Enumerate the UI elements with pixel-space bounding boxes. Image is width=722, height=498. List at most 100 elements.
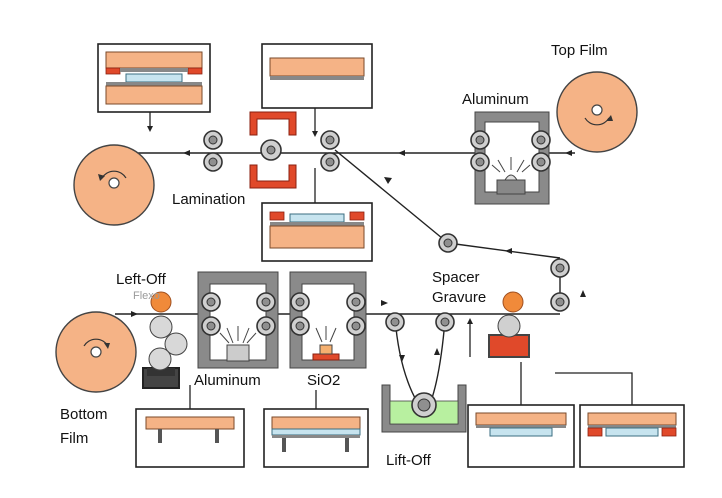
film-layer	[587, 412, 677, 426]
roller	[550, 292, 570, 312]
flexo-ink	[147, 368, 175, 376]
electrode-left	[105, 67, 121, 75]
roller	[256, 316, 276, 336]
lamination-bottom-bracket	[249, 164, 297, 189]
roller	[385, 312, 405, 332]
roller	[201, 292, 221, 312]
arrow-right-bottom-1	[131, 311, 138, 317]
stack-panel-flexo	[135, 408, 245, 468]
label-aluminum-bottom: Aluminum	[194, 372, 261, 389]
sacrificial-post-left	[158, 429, 162, 443]
gravure-cylinder	[497, 314, 521, 338]
gravure-leader-arrow	[467, 318, 473, 324]
film-layer	[145, 416, 235, 430]
roller	[201, 316, 221, 336]
stack-panel-spacer	[579, 404, 685, 468]
sio2-source	[319, 344, 333, 355]
roller	[203, 130, 223, 150]
spacer-gravure-unit	[488, 291, 530, 358]
stack-panel-laminated	[97, 43, 211, 113]
label-aluminum-top: Aluminum	[462, 91, 529, 108]
panel2-leader-arrow	[312, 131, 318, 137]
arrow-down-liftoff	[399, 355, 405, 362]
bottom-film-spool-hub	[90, 346, 102, 358]
dielectric-layer	[125, 73, 183, 83]
arrow-left-upper-3	[565, 150, 572, 156]
arrow-up-liftoff	[434, 348, 440, 355]
flexo-unit	[142, 291, 188, 389]
bottom-al-vapor-arrows	[219, 326, 257, 344]
roller	[470, 130, 490, 150]
lamination-output-spool	[73, 144, 155, 226]
gravure-ink-tray	[488, 334, 530, 358]
panel7-leader	[555, 372, 633, 405]
roller	[531, 152, 551, 172]
roller	[346, 316, 366, 336]
dielectric-layer	[289, 213, 345, 223]
top-film-spool-hub	[591, 104, 603, 116]
bottom-film-layer	[105, 85, 203, 105]
aluminum-layer	[270, 222, 364, 226]
label-flexo: Flexo	[133, 290, 160, 302]
bottom-film-spool	[55, 311, 137, 393]
arrow-up-right	[580, 290, 586, 297]
roller	[411, 392, 437, 418]
bottom-electrode-layer	[106, 82, 202, 86]
spacer-web-line	[447, 242, 561, 259]
label-spacer-gravure: Spacer Gravure	[432, 269, 486, 306]
roller	[531, 130, 551, 150]
arrow-diagonal	[384, 177, 392, 184]
spacer-layer	[120, 68, 188, 72]
flexo-fountain-roller	[148, 347, 172, 371]
lamination-press	[249, 111, 297, 189]
film-layer	[475, 412, 567, 426]
dielectric-layer	[489, 427, 553, 437]
bottom-al-crucible	[226, 344, 250, 362]
flexo-anilox-roller	[164, 332, 188, 356]
electrode-left	[269, 211, 285, 221]
bottom-rotation-arrow	[104, 343, 110, 349]
roller	[346, 292, 366, 312]
label-bottom: Bottom	[60, 406, 108, 423]
dielectric-layer	[605, 427, 659, 437]
top-film-layer	[105, 51, 203, 69]
label-film: Film	[60, 430, 88, 447]
aluminum-layer	[270, 76, 364, 80]
label-left-off: Left-Off	[116, 271, 167, 288]
stack-panel-lift-off	[467, 404, 575, 468]
post-left	[282, 438, 286, 452]
lamination-top-bracket	[249, 111, 297, 136]
label-bottom-film: Bottom Film	[60, 406, 112, 447]
top-film-spool	[556, 71, 638, 153]
roller	[438, 233, 458, 253]
label-spacer: Spacer	[432, 269, 480, 286]
label-top-film: Top Film	[551, 42, 608, 59]
output-spool-hub	[108, 177, 120, 189]
film-layer	[269, 225, 365, 249]
stack-panel-top-film	[261, 43, 373, 109]
sio2-heater	[312, 353, 340, 361]
top-chamber-vapor-arrows	[491, 157, 531, 173]
aluminum-layer	[476, 425, 566, 428]
arrow-left-spacer	[505, 248, 512, 254]
top-film-rotation-arrow	[606, 115, 613, 121]
web-arrows	[131, 150, 586, 362]
roller	[320, 152, 340, 172]
roller	[290, 292, 310, 312]
diagonal-web-line	[334, 149, 449, 244]
label-sio2: SiO2	[307, 372, 340, 389]
roller	[470, 152, 490, 172]
gravure-impression-roller	[502, 291, 524, 313]
sacrificial-post-right	[215, 429, 219, 443]
flexo-plate-roller	[149, 315, 173, 339]
sio2-vapor-arrows	[315, 326, 337, 343]
guide-rollers	[201, 130, 570, 418]
label-lift-off: Lift-Off	[386, 452, 432, 469]
flexo-impression-roller	[150, 291, 172, 313]
electrode-right	[661, 427, 677, 437]
output-rotation-arrow	[98, 174, 105, 181]
arrow-left-upper-1	[183, 150, 190, 156]
lift-off-tank	[381, 384, 467, 433]
